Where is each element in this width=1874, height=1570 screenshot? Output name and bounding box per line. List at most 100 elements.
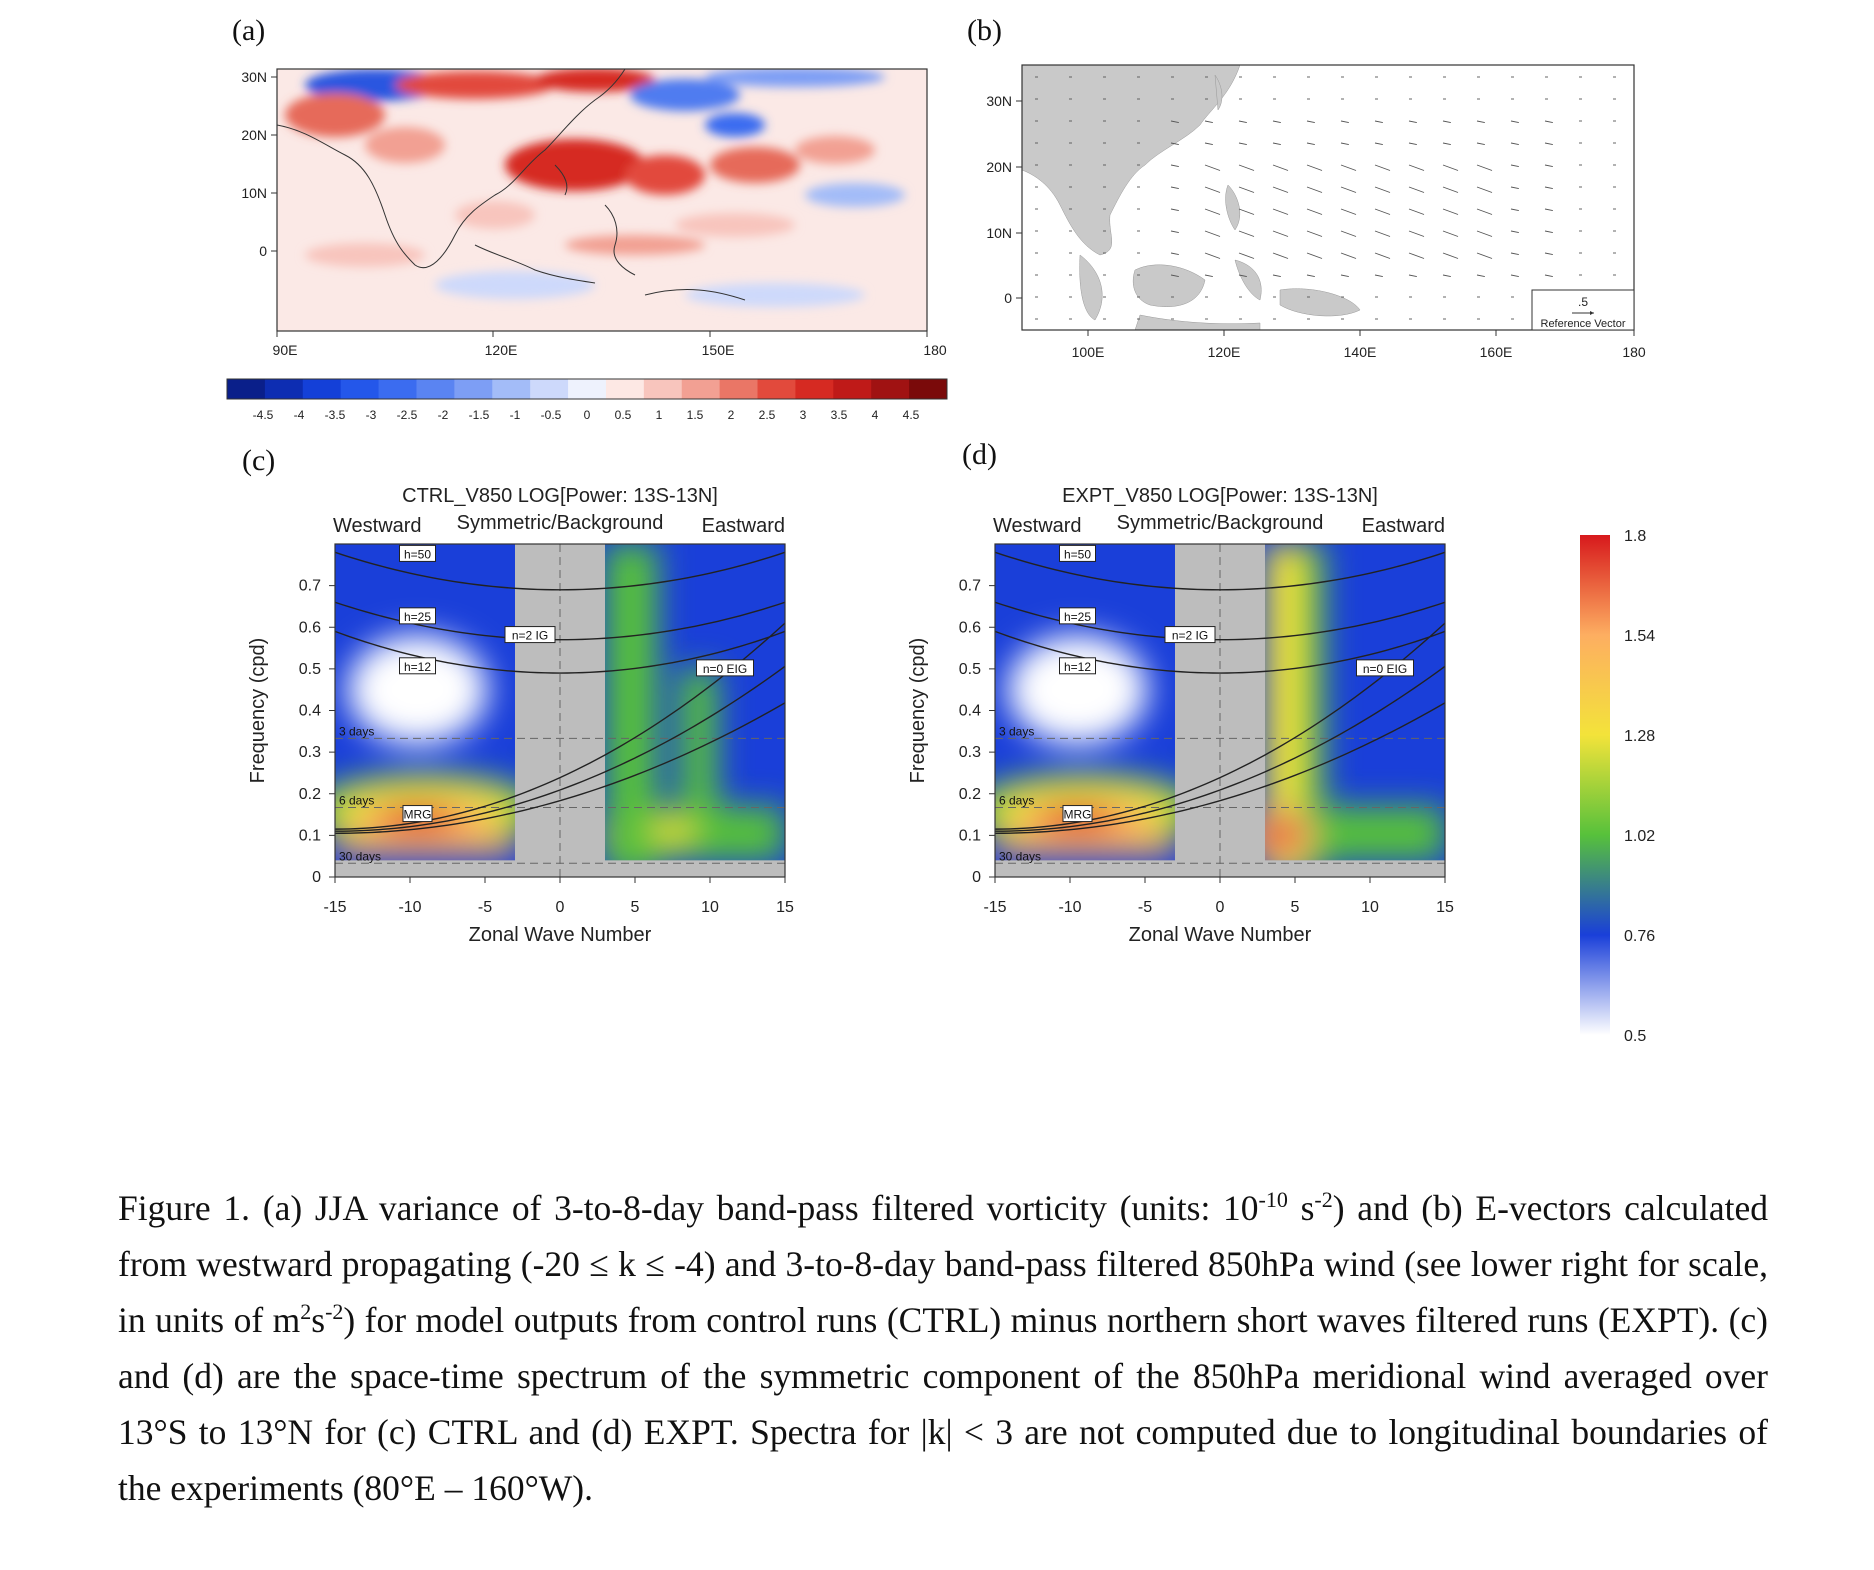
- y-tick-label: 0.5: [959, 661, 981, 678]
- evector-arrow: [1204, 208, 1221, 215]
- evector-arrow: [1544, 164, 1553, 168]
- colorbar-a-swatch: [605, 379, 645, 399]
- evector-arrow: [1238, 186, 1255, 193]
- colorbar-a-tick: 0: [584, 408, 591, 422]
- evector-arrow: [1442, 142, 1451, 146]
- evector-arrow: [1340, 230, 1357, 237]
- evector-arrow: [1374, 230, 1391, 237]
- colorbar-a-swatch: [340, 379, 380, 399]
- period-label: 6 days: [339, 793, 374, 807]
- curve-tag-box: [399, 657, 436, 675]
- evector-arrow: [1306, 120, 1315, 124]
- curve-tag-box: [399, 544, 436, 562]
- y-tick-label: 0.3: [959, 744, 981, 761]
- x-tick-label: -15: [323, 899, 346, 916]
- colorbar-a-tick: -2.5: [397, 408, 418, 422]
- evector-arrow: [1476, 164, 1493, 171]
- evector-arrow: [1374, 208, 1391, 215]
- panel-a-lat-tick: 0: [259, 243, 267, 259]
- spectrum-colorbar: 1.8 1.54 1.28 1.02 0.76 0.5: [1580, 528, 1655, 1045]
- panel-b-lon-tick: 140E: [1344, 344, 1377, 360]
- y-axis-label: Frequency (cpd): [907, 638, 929, 784]
- panel-a-lat-ticks: 30N 20N 10N 0: [241, 69, 277, 259]
- evector-arrow: [1204, 274, 1213, 278]
- curve-tag: MRG: [404, 808, 432, 822]
- colorbar-a-tick: -1: [510, 408, 521, 422]
- spectrum-colorbar-tick: 1.8: [1624, 528, 1646, 545]
- period-label: 6 days: [999, 793, 1034, 807]
- panel-d-spectrum: EXPT_V850 LOG[Power: 13S-13N] Westward Sym…: [907, 485, 1454, 946]
- y-tick-label: 0.2: [959, 786, 981, 803]
- evector-arrow: [1476, 274, 1485, 278]
- evector-arrow: [1374, 274, 1383, 278]
- curve-tag: h=50: [1064, 547, 1091, 561]
- colorbar-a-swatch: [833, 379, 872, 399]
- curve-tag: h=50: [404, 547, 431, 561]
- colorbar-a-swatch: [643, 379, 683, 399]
- evector-arrow: [1238, 164, 1255, 171]
- evector-arrow: [1544, 252, 1553, 256]
- evector-arrow: [1272, 164, 1289, 171]
- period-label: 30 days: [339, 849, 381, 863]
- evector-arrow: [1408, 274, 1417, 278]
- colorbar-a-swatch: [909, 379, 948, 399]
- x-axis: -15 -10 -5 0 5 10 15: [323, 877, 794, 916]
- x-tick-label: 15: [776, 899, 794, 916]
- colorbar-a-swatch: [492, 379, 531, 399]
- evector-arrow: [1238, 230, 1255, 237]
- colorbar-a-tick: 4.5: [903, 408, 920, 422]
- y-tick-label: 0.4: [959, 703, 981, 720]
- evector-arrow: [1374, 252, 1391, 259]
- evector-arrow: [1510, 208, 1519, 212]
- x-tick-label: 15: [1436, 899, 1454, 916]
- panel-a-lon-tick: 150E: [702, 342, 735, 358]
- evector-arrow: [1374, 120, 1383, 124]
- evector-arrow: [1204, 164, 1221, 171]
- panel-a-lon-tick: 180: [923, 342, 947, 358]
- x-tick-label: 0: [556, 899, 565, 916]
- curve-tag-box: [1356, 659, 1414, 677]
- panel-b-lon-tick: 120E: [1208, 344, 1241, 360]
- y-tick-label: 0.7: [959, 578, 981, 595]
- evector-arrow: [1408, 230, 1425, 237]
- evector-arrow: [1408, 252, 1425, 259]
- y-tick-label: 0.5: [299, 661, 321, 678]
- panel-a-lon-tick: 90E: [273, 342, 298, 358]
- colorbar-a-tick: -0.5: [541, 408, 562, 422]
- colorbar-a-tick: 3: [800, 408, 807, 422]
- evector-arrow: [1510, 164, 1519, 168]
- panel-a-lat-tick: 10N: [241, 185, 267, 201]
- colorbar-a-tick: -4: [294, 408, 305, 422]
- evector-arrow: [1204, 186, 1221, 193]
- evector-arrow: [1340, 164, 1357, 171]
- curve-tag: n=2 IG: [512, 629, 548, 643]
- colorbar-a-swatch: [416, 379, 455, 399]
- panel-a-lon-tick: 120E: [485, 342, 518, 358]
- spectrum-colorbar-tick: 0.76: [1624, 928, 1655, 945]
- evector-arrow: [1272, 230, 1289, 237]
- panel-a-coastlines: [276, 68, 746, 301]
- panel-d-label: (d): [962, 438, 997, 471]
- curve-tag-box: [1059, 607, 1096, 625]
- colorbar-a-tick: 1.5: [687, 408, 704, 422]
- x-tick-label: -5: [478, 899, 492, 916]
- y-tick-label: 0.2: [299, 786, 321, 803]
- evector-arrow: [1408, 208, 1425, 215]
- y-axis: 0 0.1 0.2 0.3 0.4 0.5 0.6 0.7: [959, 578, 995, 886]
- evector-arrow: [1510, 230, 1519, 234]
- curve-tag: n=2 IG: [1172, 629, 1208, 643]
- evector-arrow: [1306, 142, 1315, 146]
- evector-arrow: [1238, 142, 1247, 146]
- colorbar-a-tick: -2: [438, 408, 449, 422]
- evector-arrow: [1170, 164, 1179, 168]
- evector-arrow: [1340, 120, 1349, 124]
- evector-arrow: [1272, 252, 1289, 259]
- evector-arrow: [1306, 208, 1323, 215]
- dispersion-curves: [995, 551, 1445, 834]
- evector-arrow: [1340, 186, 1357, 193]
- colorbar-a-tick: -3: [366, 408, 377, 422]
- evector-arrow: [1170, 186, 1179, 190]
- curve-tag-box: [1164, 626, 1216, 644]
- evector-arrow: [1170, 208, 1179, 212]
- y-tick-label: 0.7: [299, 578, 321, 595]
